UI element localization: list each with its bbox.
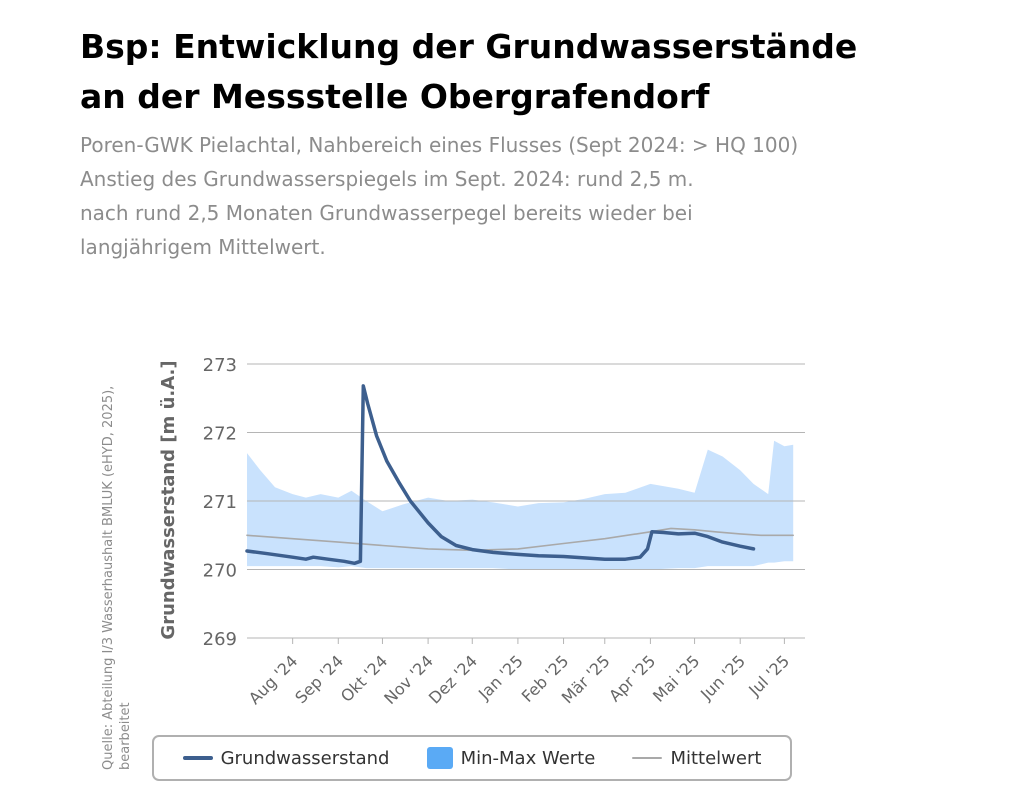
legend-symbol-line	[182, 756, 213, 760]
subtitle-line-3: nach rund 2,5 Monaten Grundwasserpegel b…	[80, 201, 693, 225]
y-tick-label: 273	[203, 355, 237, 376]
y-axis-label: Grundwasserstand [m ü.A.]	[158, 360, 179, 639]
subtitle-line-4: langjährigem Mittelwert.	[80, 235, 326, 259]
title-line-2: an der Messstelle Obergrafendorf	[80, 77, 710, 116]
x-tick-label: Sep '24	[291, 651, 347, 707]
chart-legend: Grundwasserstand Min-Max Werte Mittelwer…	[152, 735, 792, 781]
y-tick-label: 270	[203, 561, 237, 582]
legend-label: Mittelwert	[670, 747, 762, 769]
legend-item-mittelwert[interactable]: Mittelwert	[632, 748, 761, 769]
legend-symbol-line	[632, 757, 663, 759]
series-layer	[245, 384, 794, 566]
subtitle-line-1: Poren-GWK Pielachtal, Nahbereich eines F…	[80, 133, 799, 157]
legend-item-min-max[interactable]: Min-Max Werte	[426, 747, 596, 769]
y-tick-label: 271	[203, 492, 237, 513]
y-tick-label: 269	[203, 629, 237, 650]
band-layer	[247, 440, 794, 570]
min-max-band	[247, 440, 794, 570]
legend-label: Grundwasserstand	[220, 747, 390, 769]
x-tick-label: Aug '24	[245, 651, 302, 708]
x-tick-label: Mai '25	[649, 651, 703, 705]
x-tick-label: Jun '25	[696, 651, 749, 704]
y-axis: 269 270 271 272 273	[203, 355, 237, 650]
x-tick-label: Apr '25	[605, 651, 659, 705]
x-tick-label: Dez '24	[425, 651, 481, 707]
slide-title: Bsp: Entwicklung der Grundwasserstände a…	[80, 22, 980, 122]
slide-subtitle: Poren-GWK Pielachtal, Nahbereich eines F…	[80, 128, 980, 264]
y-tick-label: 272	[203, 424, 237, 445]
subtitle-line-2: Anstieg des Grundwasserspiegels im Sept.…	[80, 167, 694, 191]
x-tick-label: Jan '25	[474, 651, 527, 704]
grundwasserstand-line	[245, 384, 756, 566]
x-tick-label: Nov '24	[380, 651, 437, 708]
grid-layer	[247, 363, 805, 639]
x-tick-label: Jul '25	[744, 651, 793, 700]
title-line-1: Bsp: Entwicklung der Grundwasserstände	[80, 27, 858, 66]
legend-label: Min-Max Werte	[460, 747, 596, 769]
legend-item-grundwasserstand[interactable]: Grundwasserstand	[182, 747, 390, 769]
legend-symbol-area	[426, 747, 453, 769]
